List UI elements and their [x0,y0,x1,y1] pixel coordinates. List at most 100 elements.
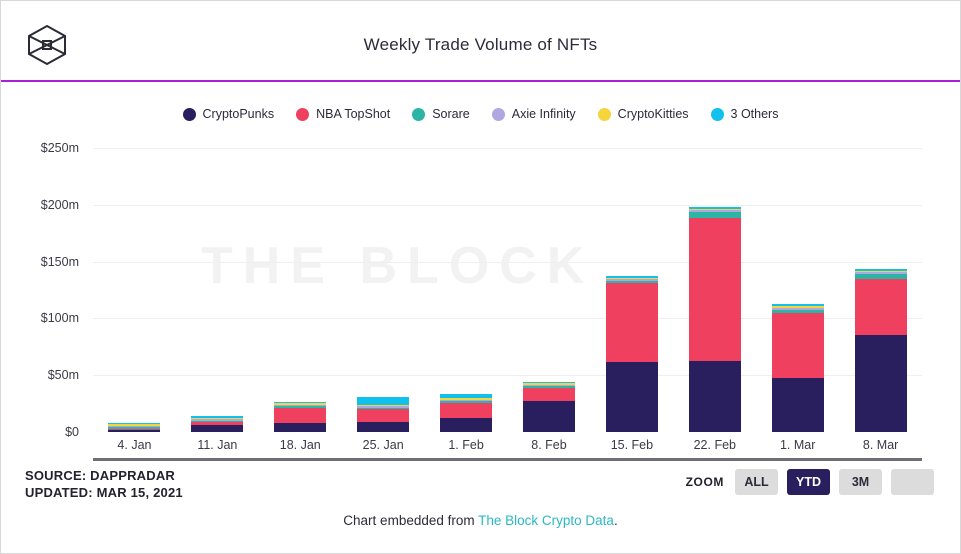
bar-column[interactable] [756,136,839,432]
y-axis-tick-label: $50m [47,368,79,383]
bar-segment [108,430,161,432]
stacked-bar[interactable] [357,396,410,432]
zoom-button-3m[interactable]: 3M [839,469,882,495]
bar-segment [108,425,161,428]
zoom-button-empty[interactable] [891,469,934,495]
bar-segment [357,396,410,405]
stacked-bar[interactable] [108,422,161,432]
legend-swatch-icon [491,107,505,121]
legend-label: NBA TopShot [316,107,391,121]
plot-area: THE BLOCK $0 $50m $100m $150m $200m $250m 4. … [1,136,960,461]
stacked-bar[interactable] [854,269,907,432]
x-axis-tick-label: 25. Jan [362,438,404,452]
bar-segment [522,400,575,432]
bar-segment [605,362,658,432]
stacked-bar[interactable] [191,416,244,432]
bar-column[interactable] [673,136,756,432]
x-axis-tick-label: 1. Feb [448,438,484,452]
bar-segment [771,313,824,379]
stacked-bar[interactable] [771,304,824,432]
stacked-bar[interactable] [522,381,575,432]
bar-segment [440,417,493,432]
bar-segment [191,417,244,420]
bar-segment [854,272,907,274]
bar-column[interactable] [508,136,591,432]
legend-item-cryptopunks[interactable]: CryptoPunks [182,107,274,121]
bar-segment [688,361,741,432]
the-block-cube-logo [25,23,69,67]
bar-segment [688,217,741,361]
bar-segment [605,282,658,363]
stacked-bar[interactable] [274,401,327,432]
bar-segment [771,306,824,309]
bar-segment [854,269,907,271]
legend-label: 3 Others [730,107,779,121]
bar-column[interactable] [259,136,342,432]
legend-item-axie-infinity[interactable]: Axie Infinity [491,107,576,121]
bar-segment [522,384,575,387]
bar-column[interactable] [176,136,259,432]
bar-segment [357,407,410,410]
bar-segment [522,387,575,401]
legend-swatch-icon [710,107,724,121]
bar-segment [522,381,575,384]
gridline [93,261,922,263]
legend-swatch-icon [412,107,426,121]
zoom-button-all[interactable]: ALL [735,469,778,495]
bar-segment [688,208,741,211]
bar-segment [688,210,741,212]
chart-header: Weekly Trade Volume of NFTs [1,1,960,82]
bar-segment [108,428,161,431]
y-axis-tick-label: $150m [40,254,79,269]
legend-item-3-others[interactable]: 3 Others [710,107,779,121]
bar-segment [688,211,741,218]
the-block-crypto-data-link[interactable]: The Block Crypto Data [478,513,614,528]
bar-column[interactable] [425,136,508,432]
x-axis-tick-label: 8. Mar [862,438,899,452]
bar-group [93,136,922,432]
bar-column[interactable] [93,136,176,432]
bar-segment [771,304,824,307]
bar-segment [854,273,907,279]
legend-item-cryptokitties[interactable]: CryptoKitties [597,107,689,121]
legend-item-sorare[interactable]: Sorare [412,107,470,121]
bar-segment [191,416,244,418]
y-axis-tick-label: $250m [40,141,79,155]
bar-column[interactable] [839,136,922,432]
bar-segment [440,401,493,403]
stacked-bar[interactable] [440,393,493,432]
bar-segment [605,276,658,278]
bar-segment [771,309,824,314]
bar-segment [274,422,327,432]
bar-segment [274,407,327,423]
updated-line: UPDATED: MAR 15, 2021 [25,485,183,500]
zoom-button-ytd[interactable]: YTD [787,469,830,495]
bar-segment [854,335,907,432]
bar-segment [771,378,824,432]
bar-column[interactable] [342,136,425,432]
stacked-bar[interactable] [688,207,741,432]
bar-segment [440,402,493,418]
legend-swatch-icon [182,107,196,121]
bar-column[interactable] [590,136,673,432]
legend-label: CryptoKitties [617,107,689,121]
legend-item-nba-topshot[interactable]: NBA TopShot [296,107,390,121]
source-info: SOURCE: DAPPRADAR UPDATED: MAR 15, 2021 [25,467,183,501]
x-axis-tick-label: 15. Feb [610,438,654,452]
bar-segment [771,308,824,310]
embed-note: Chart embedded from The Block Crypto Dat… [1,513,960,528]
y-axis: $0 $50m $100m $150m $200m $250m [1,136,87,439]
x-axis-line [93,458,922,461]
zoom-controls: ZOOM ALL YTD 3M [686,469,934,495]
bar-segment [357,406,410,408]
zoom-label: ZOOM [685,475,724,489]
legend-swatch-icon [296,107,310,121]
x-axis-tick-label: 11. Jan [197,438,238,452]
bar-segment [522,386,575,388]
bar-segment [440,399,493,402]
bar-segment [440,393,493,399]
stacked-bar[interactable] [605,276,658,432]
y-axis-tick-label: $200m [40,197,79,212]
x-axis-tick-label: 18. Jan [279,438,321,452]
